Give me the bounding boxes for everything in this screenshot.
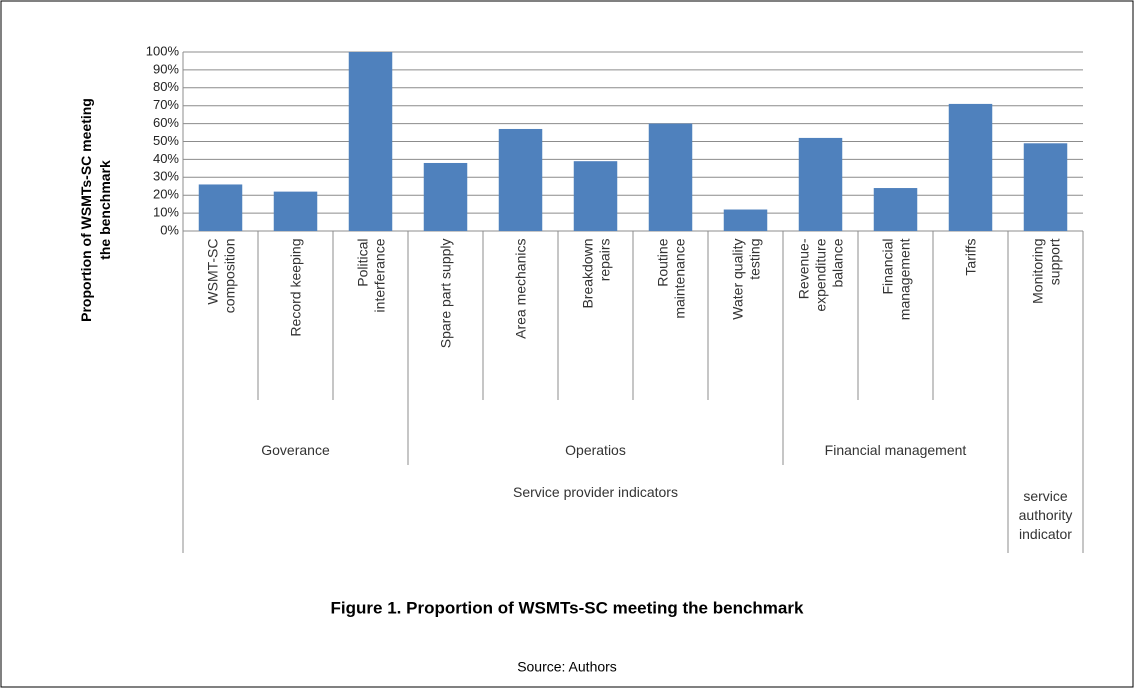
y-tick-label: 40% — [153, 151, 179, 166]
x-tick-label: Financial management — [878, 238, 912, 320]
x-tick-label: Monitoring support — [1028, 238, 1062, 304]
bar — [723, 209, 768, 231]
x-tick-label: Record keeping — [287, 238, 303, 337]
y-tick-label: 0% — [160, 222, 179, 237]
caption: Figure 1. Proportion of WSMTs-SC meeting… — [331, 598, 804, 617]
x-tick-label: Spare part supply — [437, 238, 453, 348]
bar — [573, 161, 618, 231]
y-tick-label: 100% — [146, 43, 180, 58]
bar — [498, 128, 543, 231]
supergroup-label: Service provider indicators — [513, 484, 678, 500]
bar — [798, 137, 843, 231]
y-tick-label: 60% — [153, 115, 179, 130]
x-tick-label: Tariffs — [962, 238, 978, 276]
bar — [948, 103, 993, 231]
bar — [348, 52, 393, 231]
y-tick-label: 50% — [153, 133, 179, 148]
bar — [423, 162, 468, 231]
y-tick-label: 20% — [153, 187, 179, 202]
y-tick-label: 10% — [153, 205, 179, 220]
x-tick-label: WSMT-SC composition — [203, 238, 237, 313]
bar — [648, 123, 693, 231]
y-tick-label: 30% — [153, 169, 179, 184]
bar — [873, 188, 918, 231]
group-label: Goverance — [261, 442, 330, 458]
x-tick-label: Area mechanics — [512, 238, 528, 339]
group-label: Operatios — [565, 442, 626, 458]
y-tick-label: 70% — [153, 97, 179, 112]
bar — [273, 191, 318, 231]
bar — [198, 184, 243, 231]
x-tick-label: Breakdown repairs — [578, 238, 612, 309]
supergroup-label: service authority indicator — [1018, 488, 1073, 542]
source: Source: Authors — [517, 659, 617, 675]
y-axis-title: Proportion of WSMTs-SC meeting the bench… — [78, 98, 113, 322]
y-tick-label: 80% — [153, 79, 179, 94]
x-tick-label: Routine maintenance — [653, 238, 687, 319]
y-tick-label: 90% — [153, 61, 179, 76]
x-tick-label: Water quality testing — [728, 238, 762, 320]
group-label: Financial management — [824, 442, 967, 458]
x-tick-label: Political interferance — [353, 238, 387, 312]
bar — [1023, 143, 1068, 231]
x-tick-label: Revenue-expenditure balance — [795, 238, 845, 312]
